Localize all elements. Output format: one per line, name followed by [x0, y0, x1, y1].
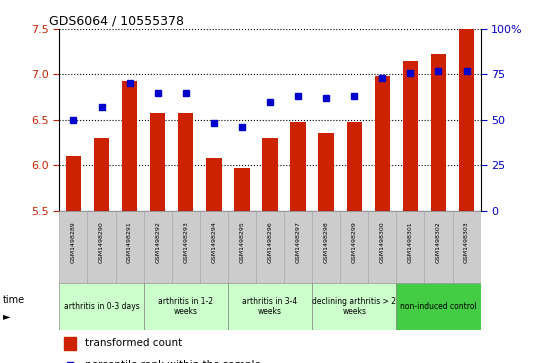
Bar — [228, 283, 312, 330]
Bar — [144, 211, 172, 283]
Bar — [396, 283, 481, 330]
Bar — [66, 156, 81, 211]
Text: GSM1498300: GSM1498300 — [380, 221, 385, 263]
Text: GSM1498299: GSM1498299 — [352, 221, 357, 263]
Text: GSM1498297: GSM1498297 — [295, 221, 301, 263]
Bar — [206, 158, 221, 211]
Bar — [59, 283, 144, 330]
Text: arthritis in 3-4
weeks: arthritis in 3-4 weeks — [242, 297, 298, 317]
Bar — [200, 211, 228, 283]
Bar — [122, 81, 137, 211]
Text: GSM1498295: GSM1498295 — [239, 221, 245, 263]
Bar — [459, 29, 474, 211]
Bar — [284, 211, 312, 283]
Text: transformed count: transformed count — [85, 338, 182, 348]
Text: ►: ► — [3, 311, 10, 321]
Text: GSM1498289: GSM1498289 — [71, 221, 76, 263]
Bar — [312, 283, 396, 330]
Text: percentile rank within the sample: percentile rank within the sample — [85, 360, 260, 363]
Text: arthritis in 0-3 days: arthritis in 0-3 days — [64, 302, 139, 311]
Text: arthritis in 1-2
weeks: arthritis in 1-2 weeks — [158, 297, 213, 317]
Bar — [319, 134, 334, 211]
Bar — [262, 138, 278, 211]
Bar — [172, 211, 200, 283]
Text: non-induced control: non-induced control — [400, 302, 477, 311]
Bar — [144, 283, 228, 330]
Bar — [234, 168, 249, 211]
Bar — [424, 211, 453, 283]
Bar — [59, 211, 87, 283]
Text: GSM1498301: GSM1498301 — [408, 221, 413, 263]
Bar — [340, 211, 368, 283]
Bar — [403, 61, 418, 211]
Bar — [291, 122, 306, 211]
Text: GSM1498296: GSM1498296 — [267, 221, 273, 263]
Bar — [396, 211, 424, 283]
Bar — [431, 54, 446, 211]
Text: declining arthritis > 2
weeks: declining arthritis > 2 weeks — [312, 297, 396, 317]
Bar — [87, 211, 116, 283]
Text: GSM1498298: GSM1498298 — [323, 221, 329, 263]
Text: time: time — [3, 295, 25, 305]
Bar — [64, 337, 76, 350]
Text: GSM1498291: GSM1498291 — [127, 221, 132, 263]
Bar — [368, 211, 396, 283]
Bar — [256, 211, 284, 283]
Bar — [228, 211, 256, 283]
Text: GDS6064 / 10555378: GDS6064 / 10555378 — [49, 15, 184, 28]
Text: GSM1498294: GSM1498294 — [211, 221, 217, 263]
Bar — [116, 211, 144, 283]
Bar — [375, 76, 390, 211]
Bar — [347, 122, 362, 211]
Bar — [312, 211, 340, 283]
Text: GSM1498290: GSM1498290 — [99, 221, 104, 263]
Bar — [453, 211, 481, 283]
Bar — [94, 138, 109, 211]
Bar — [178, 113, 193, 211]
Text: GSM1498293: GSM1498293 — [183, 221, 188, 263]
Bar — [150, 113, 165, 211]
Text: GSM1498292: GSM1498292 — [155, 221, 160, 263]
Text: GSM1498303: GSM1498303 — [464, 221, 469, 263]
Text: GSM1498302: GSM1498302 — [436, 221, 441, 263]
